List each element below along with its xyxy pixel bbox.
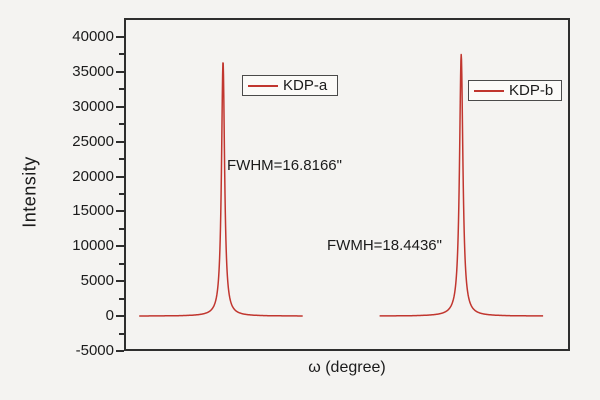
legend-line-sample-a xyxy=(248,84,278,87)
y-minor-tick xyxy=(119,262,124,265)
y-tick-label: 10000 xyxy=(72,237,114,255)
y-tick-label: 5000 xyxy=(80,272,114,290)
legend-label-kdp-a: KDP-a xyxy=(283,77,328,94)
y-major-tick xyxy=(116,70,124,73)
y-tick-label: 35000 xyxy=(72,62,114,80)
y-minor-tick xyxy=(119,193,124,195)
y-tick-label: 0 xyxy=(105,307,114,325)
y-tick-label: 25000 xyxy=(72,132,114,150)
y-major-tick xyxy=(116,210,124,213)
y-major-tick xyxy=(116,245,124,248)
legend-line-sample-b xyxy=(474,89,504,92)
annotation-fwhm-kdp-b: FWMH=18.4436" xyxy=(327,237,442,254)
y-tick-label: 40000 xyxy=(72,28,114,45)
y-tick-label: 30000 xyxy=(72,97,114,115)
y-minor-tick xyxy=(119,88,124,91)
y-major-tick xyxy=(116,315,124,318)
legend-kdp-a: KDP-a xyxy=(242,75,338,96)
y-major-tick xyxy=(116,175,124,178)
y-minor-tick xyxy=(119,123,124,126)
y-tick-label: 20000 xyxy=(72,167,114,185)
y-major-tick xyxy=(116,350,124,352)
y-major-tick xyxy=(116,280,124,283)
y-tick-label: 15000 xyxy=(72,202,114,220)
y-major-tick xyxy=(116,140,124,143)
y-tick-label: -5000 xyxy=(75,342,114,359)
legend-label-kdp-b: KDP-b xyxy=(509,82,554,99)
y-minor-tick xyxy=(119,297,124,300)
x-axis-title: ω (degree) xyxy=(308,359,386,376)
plot-frame xyxy=(124,18,570,351)
y-minor-tick xyxy=(119,158,124,161)
y-minor-tick xyxy=(119,332,124,335)
y-minor-tick xyxy=(119,227,124,230)
legend-kdp-b: KDP-b xyxy=(468,80,562,101)
y-major-tick xyxy=(116,36,124,38)
annotation-fwhm-kdp-a: FWHM=16.8166" xyxy=(227,157,342,174)
y-minor-tick xyxy=(119,53,124,56)
y-major-tick xyxy=(116,105,124,108)
